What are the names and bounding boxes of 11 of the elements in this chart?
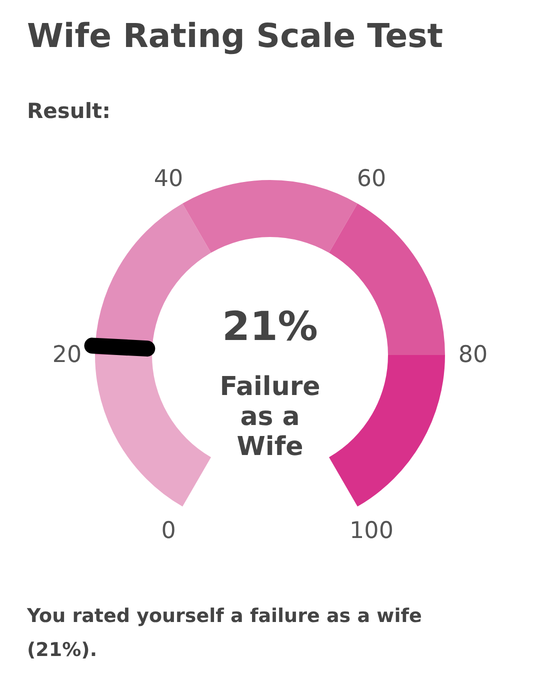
slice-label: 40 bbox=[154, 166, 184, 192]
slice-label: 0 bbox=[161, 518, 176, 544]
slice-label: 60 bbox=[356, 166, 386, 192]
text: Failure as a Wife bbox=[220, 372, 320, 462]
text: 21% bbox=[222, 304, 318, 350]
slice-label: 80 bbox=[458, 342, 488, 368]
chart-title: Wife Rating Scale Test bbox=[27, 16, 444, 55]
chart-subtitle: Result: bbox=[27, 99, 110, 123]
slice-label: 20 bbox=[52, 342, 82, 368]
text: 100 bbox=[350, 518, 394, 544]
text: You rated yourself a failure as a wife (21%). bbox=[26, 605, 422, 661]
